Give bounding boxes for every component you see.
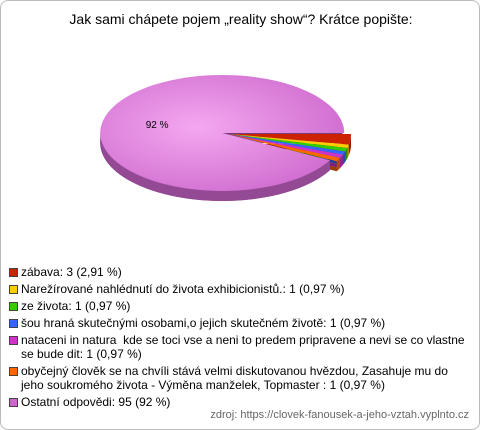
pie-slice-side (347, 144, 349, 159)
pie-slice (229, 134, 346, 155)
legend-item: Ostatní odpovědi: 95 (92 %) (9, 395, 471, 409)
pie-slice-side (336, 158, 341, 172)
legend-item: obyčejný člověk se na chvíli stává velmi… (9, 364, 471, 392)
chart-title: Jak sami chápete pojem „reality show“? K… (69, 11, 412, 27)
pie-slice-side (340, 154, 343, 169)
legend-swatch (9, 285, 18, 294)
legend-item: zábava: 3 (2,91 %) (9, 265, 471, 279)
legend-label: obyčejný člověk se na chvíli stává velmi… (21, 364, 452, 392)
legend-item: ze života: 1 (0,97 %) (9, 299, 471, 313)
legend: zábava: 3 (2,91 %) Narežírované nahlédnut… (9, 265, 471, 412)
legend-swatch (9, 268, 18, 277)
pie-slice (229, 134, 351, 145)
pie-slice-side (345, 148, 348, 162)
legend-label: nataceni in natura kde se toci vse a nen… (21, 333, 468, 361)
legend-swatch (9, 319, 18, 328)
legend-label: ze života: 1 (0,97 %) (21, 299, 131, 313)
pie-slice-side (348, 134, 351, 155)
data-label: 92 % (146, 120, 169, 131)
legend-swatch (9, 398, 18, 407)
legend-label: Ostatní odpovědi: 95 (92 %) (21, 395, 171, 409)
legend-swatch (9, 367, 18, 376)
source: zdroj: https://clovek-fanousek-a-jeho-vz… (210, 409, 469, 421)
pie-slice (229, 134, 348, 152)
pie-slice (100, 74, 345, 191)
legend-label: zábava: 3 (2,91 %) (21, 265, 122, 279)
pie-slice (229, 134, 341, 162)
pie-slice-side (342, 151, 346, 165)
legend-swatch (9, 302, 18, 311)
chart: Jak sami chápete pojem „reality show“? K… (69, 11, 413, 201)
legend-label: Narežírované nahlédnutí do života exhibi… (21, 282, 345, 296)
legend-item: Narežírované nahlédnutí do života exhibi… (9, 282, 471, 296)
legend-item: šou hraná skutečnými osobami,o jejich sk… (9, 316, 471, 330)
legend-item: nataceni in natura kde se toci vse a nen… (9, 333, 471, 361)
pie-slice (229, 134, 343, 159)
pie-slice (229, 134, 349, 149)
legend-swatch (9, 336, 18, 345)
legend-label: šou hraná skutečnými osobami,o jejich sk… (21, 316, 386, 330)
pie-slice-side (100, 132, 330, 201)
